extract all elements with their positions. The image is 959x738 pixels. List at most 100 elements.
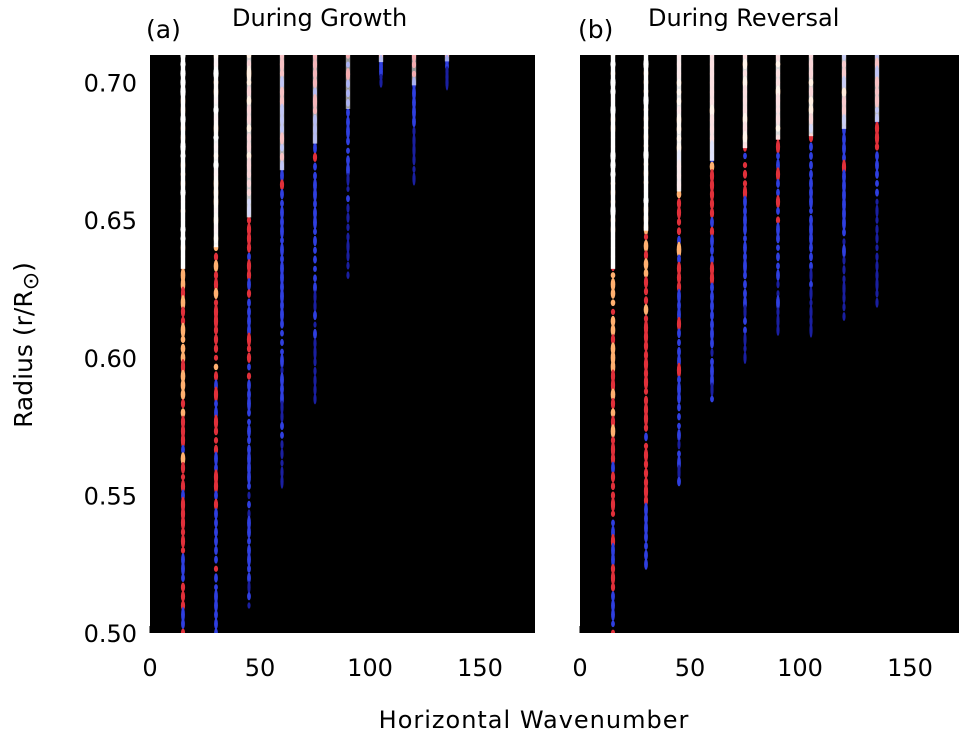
band-segment	[213, 299, 219, 307]
band-segment	[677, 328, 681, 339]
band-segment	[677, 288, 681, 304]
band-segment	[743, 252, 747, 262]
band-segment	[213, 259, 219, 273]
band-segment	[313, 393, 317, 405]
band-segment	[809, 280, 813, 288]
band-segment	[313, 274, 317, 282]
band-segment	[346, 107, 350, 118]
band-segment	[181, 606, 185, 623]
band-segment	[710, 300, 714, 312]
band-segment	[743, 223, 747, 236]
band-segment	[874, 142, 880, 151]
band-segment	[346, 136, 350, 146]
band-segment	[643, 388, 649, 395]
band-segment	[677, 450, 681, 458]
band-segment	[611, 551, 615, 568]
band-k75	[742, 55, 748, 364]
band-segment	[842, 264, 846, 275]
band-segment	[710, 216, 714, 228]
y-tick-label: 0.60	[84, 345, 137, 373]
band-segment	[677, 338, 681, 347]
band-segment	[809, 142, 813, 152]
band-core	[874, 55, 880, 122]
band-segment	[246, 352, 252, 363]
band-segment	[180, 398, 186, 409]
band-segment	[776, 324, 780, 336]
band-segment	[875, 252, 879, 262]
band-segment	[313, 300, 317, 313]
band-segment	[610, 436, 616, 445]
band-segment	[346, 239, 350, 254]
band-segment	[180, 343, 186, 354]
band-segment	[742, 161, 748, 169]
band-segment	[247, 500, 251, 509]
band-segment	[677, 429, 681, 442]
x-tick-label: 100	[347, 654, 393, 682]
x-tick-label: 0	[142, 654, 157, 682]
band-segment	[213, 565, 219, 572]
band-segment	[842, 132, 846, 146]
band-core	[411, 55, 417, 86]
band-segment	[710, 348, 714, 357]
band-segment	[610, 452, 616, 465]
band-segment	[643, 304, 649, 316]
band-segment	[644, 520, 648, 536]
band-segment	[610, 377, 616, 393]
band-segment	[213, 426, 219, 436]
band-segment	[643, 296, 649, 305]
band-segment	[313, 321, 317, 328]
band-segment	[180, 515, 186, 531]
band-segment	[214, 584, 218, 591]
band-segment	[610, 564, 616, 574]
band-segment	[280, 300, 284, 311]
band-segment	[677, 346, 681, 357]
band-segment	[247, 491, 251, 500]
band-core	[345, 55, 351, 109]
band-segment	[676, 218, 682, 226]
band-segment	[213, 414, 219, 430]
band-segment	[313, 171, 317, 180]
band-segment	[313, 328, 317, 340]
band-segment	[280, 237, 284, 244]
x-tick-label: 50	[245, 654, 276, 682]
band-segment	[180, 452, 186, 466]
band-segment	[246, 372, 252, 380]
band-segment	[213, 363, 219, 371]
band-segment	[842, 292, 846, 304]
band-segment	[280, 353, 284, 369]
band-segment	[743, 351, 747, 364]
band-segment	[743, 344, 747, 353]
panel-a-label: (a)	[146, 15, 181, 44]
band-segment	[379, 77, 383, 88]
band-segment	[247, 418, 251, 426]
band-segment	[776, 207, 780, 215]
band-segment	[643, 423, 649, 432]
band-segment	[875, 289, 879, 298]
band-segment	[313, 366, 317, 376]
band-k135	[444, 55, 450, 91]
band-segment	[247, 544, 251, 557]
band-segment	[280, 431, 284, 439]
band-segment	[643, 374, 649, 390]
band-segment	[809, 267, 813, 283]
y-axis-title-main: Radius (r/R	[9, 290, 38, 428]
band-segment	[809, 186, 813, 199]
band-segment	[677, 254, 681, 264]
band-segment	[247, 592, 251, 601]
band-segment	[213, 344, 219, 353]
y-axis-title: Radius (r/R⊙)	[9, 262, 44, 428]
band-segment	[610, 359, 616, 374]
band-segment	[247, 395, 251, 412]
band-segment	[643, 340, 649, 352]
band-segment	[280, 439, 284, 450]
band-segment	[710, 337, 714, 349]
band-segment	[214, 545, 218, 555]
panel-b-bands	[610, 55, 880, 633]
y-tick-label: 0.70	[84, 70, 137, 98]
band-segment	[643, 258, 649, 271]
band-segment	[644, 432, 648, 442]
band-segment	[213, 436, 219, 444]
band-segment	[644, 558, 648, 570]
band-segment	[842, 228, 846, 237]
band-segment	[214, 451, 218, 466]
